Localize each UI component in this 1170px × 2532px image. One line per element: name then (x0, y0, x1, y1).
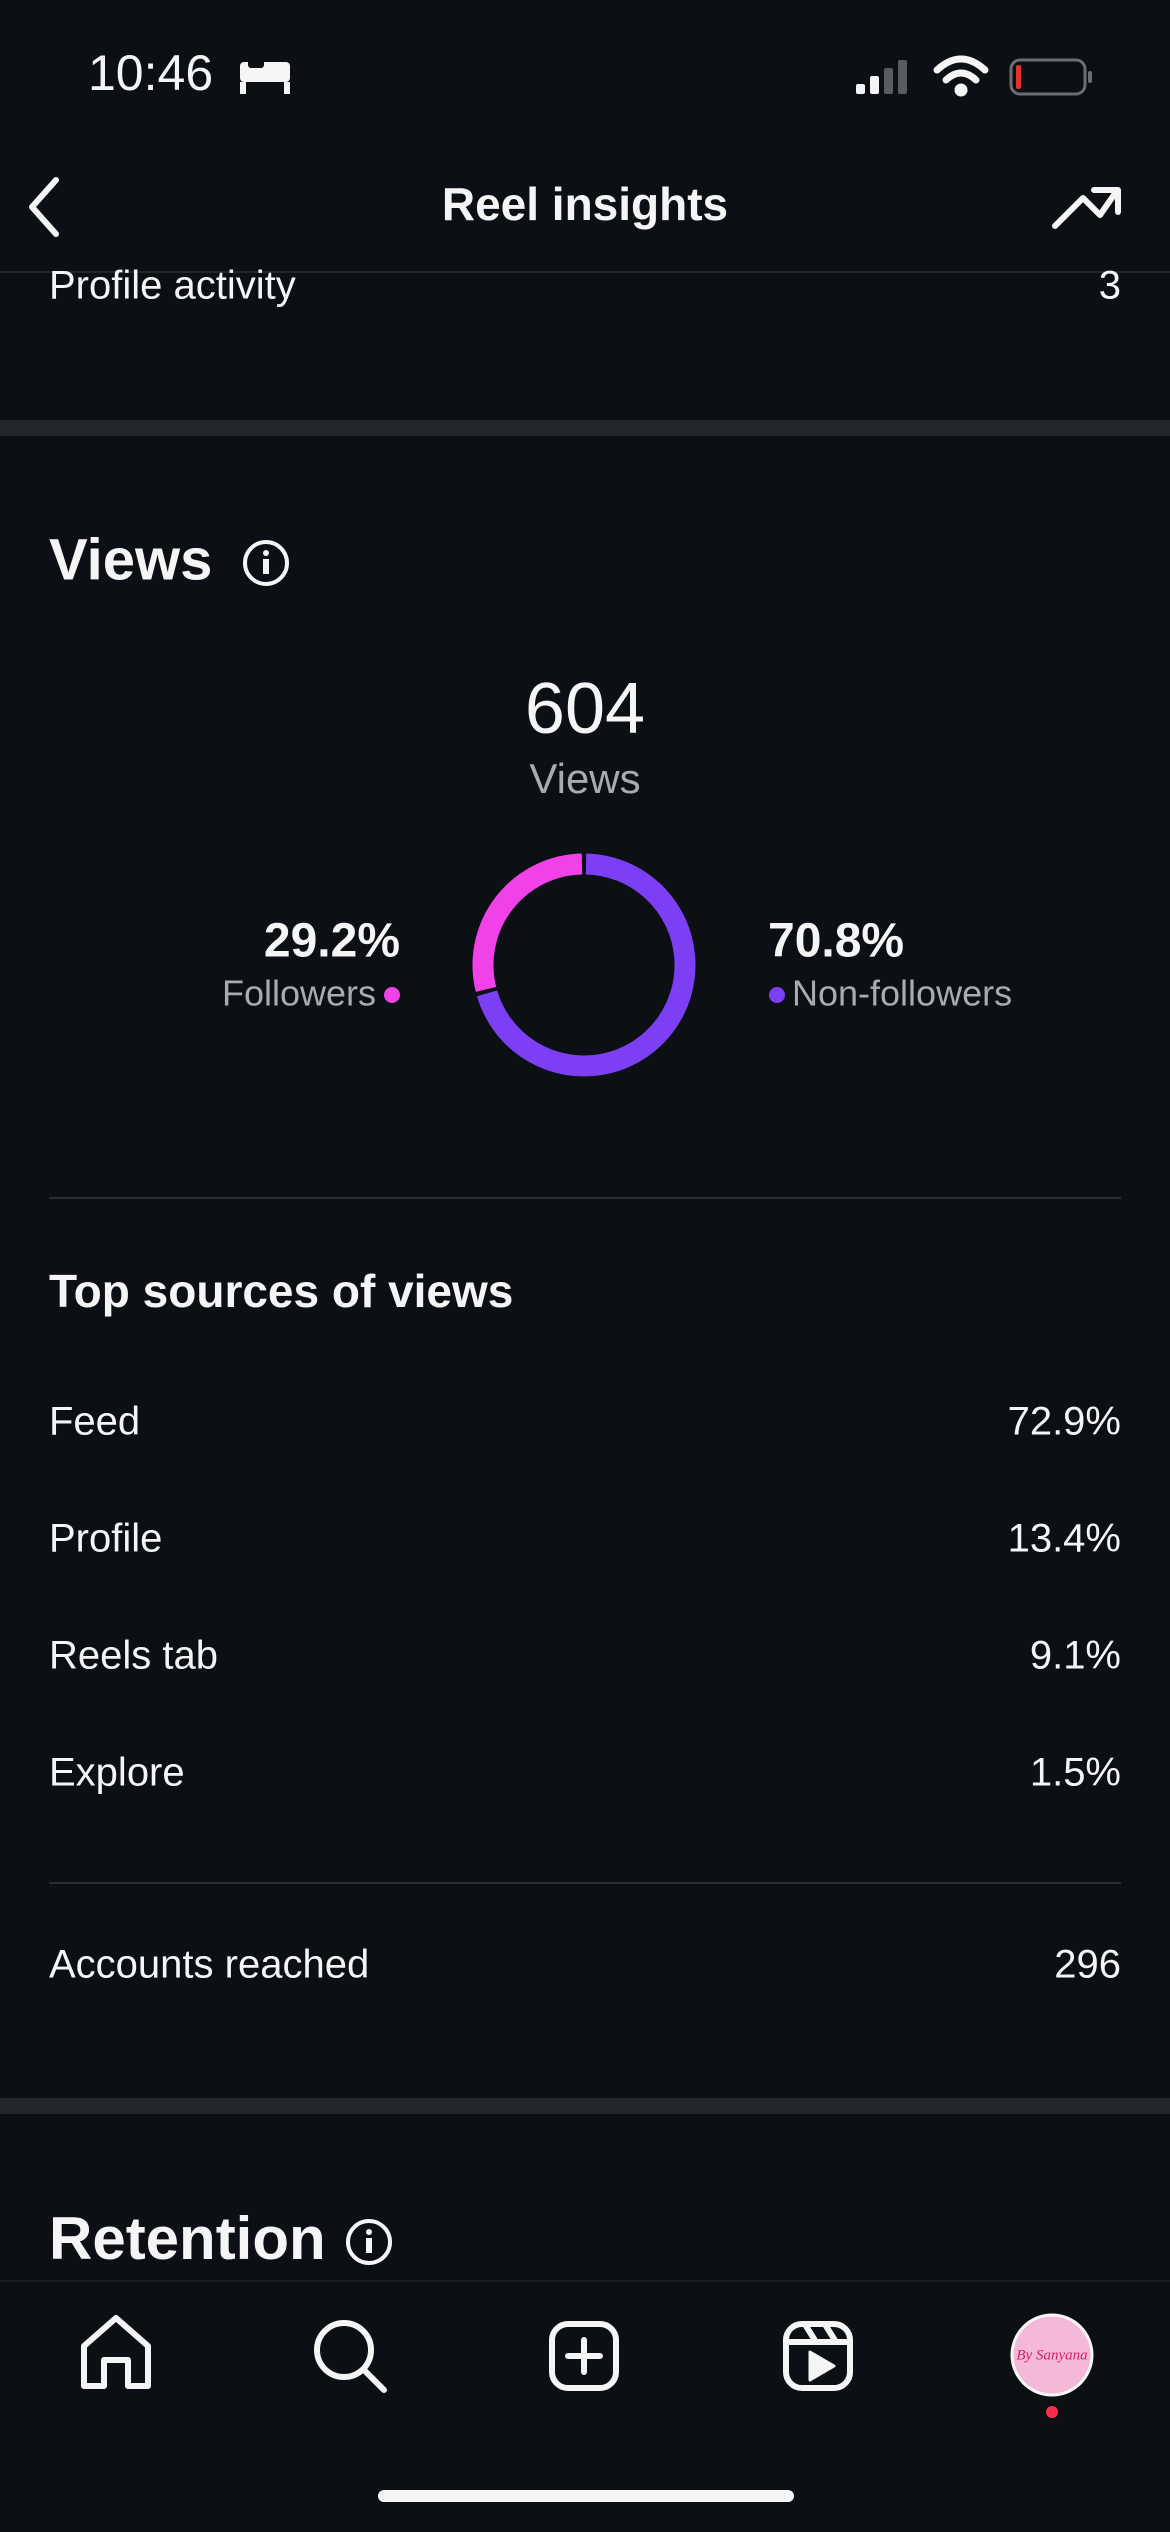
home-tab[interactable] (81, 2315, 151, 2389)
reels-tab[interactable] (783, 2321, 853, 2391)
source-value: 9.1% (1030, 1634, 1121, 1678)
donut-chart (472, 853, 696, 1077)
followers-dot (384, 987, 400, 1003)
search-tab[interactable] (314, 2320, 387, 2393)
followers-percent: 29.2% (264, 915, 400, 968)
header-title: Reel insights (442, 178, 728, 230)
views-total: 604 (525, 669, 645, 749)
accounts-reached-label: Accounts reached (49, 1943, 369, 1987)
source-value: 1.5% (1030, 1751, 1121, 1795)
source-value: 13.4% (1008, 1517, 1121, 1561)
donut-segment (476, 853, 696, 1077)
info-icon[interactable] (346, 2219, 392, 2265)
non-followers-label: Non-followers (792, 973, 1012, 1014)
create-tab[interactable] (549, 2321, 619, 2391)
wifi-icon (933, 55, 989, 97)
home-indicator (378, 2490, 794, 2502)
top-sources-list: Feed 72.9% Profile 13.4% Reels tab 9.1% Explor… (49, 1400, 1121, 1795)
sleep-icon (240, 58, 290, 94)
retention-title: Retention (49, 2205, 326, 2272)
accounts-reached-value: 296 (1054, 1943, 1121, 1987)
source-label: Reels tab (49, 1634, 218, 1678)
source-label: Profile (49, 1517, 162, 1561)
battery-icon (1009, 58, 1092, 96)
non-followers-dot (769, 987, 785, 1003)
top-sources-title: Top sources of views (49, 1265, 513, 1317)
status-time: 10:46 (88, 45, 213, 101)
notification-dot (1046, 2406, 1058, 2418)
profile-tab[interactable]: By Sanyana (1010, 2313, 1094, 2397)
back-button[interactable] (29, 177, 59, 237)
trend-button[interactable] (1052, 187, 1121, 229)
source-label: Feed (49, 1400, 140, 1444)
section-divider (0, 2098, 1170, 2114)
views-title: Views (49, 527, 212, 592)
profile-activity-label: Profile activity (49, 264, 296, 308)
source-value: 72.9% (1008, 1400, 1121, 1444)
donut-segment (472, 853, 583, 992)
source-label: Explore (49, 1751, 185, 1795)
avatar-text: By Sanyana (1016, 2347, 1087, 2363)
signal-icon (856, 60, 907, 94)
profile-activity-value: 3 (1099, 264, 1121, 308)
section-divider (0, 420, 1170, 436)
non-followers-percent: 70.8% (768, 915, 904, 968)
views-total-label: Views (529, 755, 640, 802)
info-icon[interactable] (243, 540, 289, 586)
followers-label: Followers (222, 973, 376, 1014)
